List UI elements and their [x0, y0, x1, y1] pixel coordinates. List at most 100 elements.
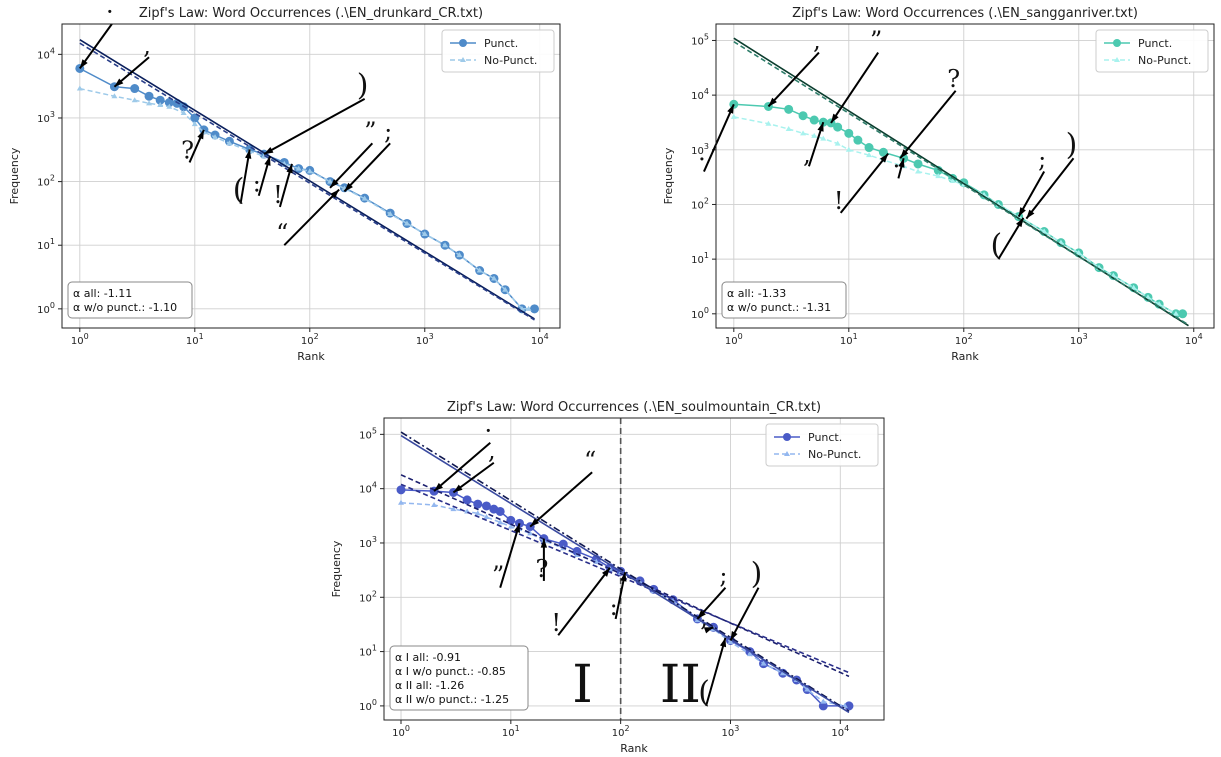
stats-box [389, 645, 529, 711]
fit-line-3 [400, 431, 850, 712]
data-point [800, 130, 807, 136]
annotation-arrow [703, 103, 735, 172]
tick-label: 100 [392, 724, 410, 739]
data-point [490, 275, 497, 281]
data-point [450, 506, 457, 512]
annotation-arrowhead [344, 182, 353, 192]
annotation-label: ; [719, 562, 727, 590]
legend-label: Punct. [1138, 37, 1172, 50]
data-point [866, 152, 873, 158]
data-point [130, 84, 140, 94]
data-point [462, 495, 472, 505]
annotation-arrow [263, 97, 366, 156]
data-point [864, 143, 874, 153]
stats-line: α I all: -0.91 [395, 651, 461, 664]
data-point [765, 120, 772, 126]
legend: Punct. No-Punct. [441, 29, 555, 73]
legend-marker [783, 433, 791, 441]
tick-label: 103 [722, 724, 740, 739]
plot-frame [383, 417, 885, 721]
tick-label: 104 [1185, 332, 1203, 347]
tick-label: 104 [531, 332, 549, 347]
y-axis-label: Frequency [8, 147, 21, 204]
tick-label: 101 [502, 724, 520, 739]
annotation-arrow [433, 442, 491, 492]
x-axis: 100 101 102 103 104 [725, 24, 1203, 347]
data-point [1172, 310, 1179, 316]
annotation-label: , [813, 27, 821, 55]
data-point [1144, 294, 1151, 300]
y-axis-label: Frequency [330, 540, 343, 597]
data-point [529, 304, 539, 314]
annotation-arrowhead [830, 113, 839, 123]
tick-label: 100 [691, 306, 709, 321]
plot-area [396, 431, 854, 714]
annotation-label: ! [273, 181, 283, 209]
legend-label: No-Punct. [484, 54, 537, 67]
annotation-arrowhead [601, 567, 611, 577]
tick-label: 102 [691, 196, 709, 211]
annotation-label: ) [1066, 127, 1078, 162]
stats-line: α II w/o punct.: -1.25 [395, 693, 509, 706]
data-point [811, 132, 818, 138]
tick-label: 100 [71, 332, 89, 347]
annotation-arrowhead [197, 129, 204, 140]
annotation-label: ( [991, 228, 1003, 263]
data-point [456, 252, 463, 258]
annotation-arrowhead [453, 484, 463, 493]
annotation-arrowhead [114, 78, 124, 87]
data-point [844, 128, 854, 138]
data-point [878, 147, 888, 157]
tick-label: 104 [831, 724, 849, 739]
data-point [1130, 284, 1137, 290]
annotation-label: ) [357, 68, 369, 103]
annotation-arrow [79, 23, 113, 70]
annotation-arrowhead [900, 149, 909, 159]
plot-frame [61, 23, 561, 329]
data-point [146, 100, 153, 106]
data-point [502, 286, 509, 292]
stats-line: α all: -1.33 [727, 287, 786, 300]
alpha-stats: α all: -1.11α w/o punct.: -1.10 [67, 281, 193, 319]
fit-line-1 [733, 37, 1189, 327]
annotation-arrowhead [286, 163, 293, 174]
annotation-arrowhead [817, 122, 824, 132]
legend-label: No-Punct. [808, 448, 861, 461]
data-point [473, 499, 483, 509]
region-label-ii: II [660, 655, 701, 715]
tick-label: 103 [37, 110, 55, 125]
tick-label: 101 [691, 251, 709, 266]
plot-frame [715, 23, 1215, 329]
annotation-arrowhead [79, 59, 88, 69]
annotation-arrowhead [1026, 209, 1035, 219]
chart-title: Zipf's Law: Word Occurrences (.\EN_soulm… [447, 400, 821, 415]
data-point [784, 104, 794, 114]
annotation-label: ? [181, 136, 194, 164]
tick-label: 100 [37, 301, 55, 316]
data-point [442, 242, 449, 248]
tick-label: 103 [359, 535, 377, 550]
data-point [111, 93, 118, 99]
data-point [845, 146, 852, 152]
annotation-label: “ [276, 219, 288, 247]
tick-label: 100 [725, 332, 743, 347]
annotation-label: · [893, 152, 901, 180]
chart-1: 100 101 102 103 104 100 101 102 103 104 ·,)? (:! ” ; “… [8, 0, 561, 363]
data-point [760, 660, 767, 666]
data-point [913, 159, 923, 169]
annotations: ·, “ ” ?!:;,) ( [433, 417, 762, 710]
tick-label: 100 [359, 698, 377, 713]
legend: Punct. No-Punct. [1095, 29, 1209, 73]
annotation-arrowhead [697, 610, 706, 619]
annotation-arrow [343, 142, 391, 193]
data-point [327, 178, 334, 184]
tick-label: 102 [359, 589, 377, 604]
annotation-label: ( [698, 675, 710, 710]
data-point [403, 220, 410, 226]
annotation-arrow [705, 637, 727, 707]
legend-marker [1113, 39, 1121, 47]
data-point [727, 639, 734, 645]
tick-label: 103 [691, 142, 709, 157]
annotation-arrowhead [330, 189, 340, 199]
